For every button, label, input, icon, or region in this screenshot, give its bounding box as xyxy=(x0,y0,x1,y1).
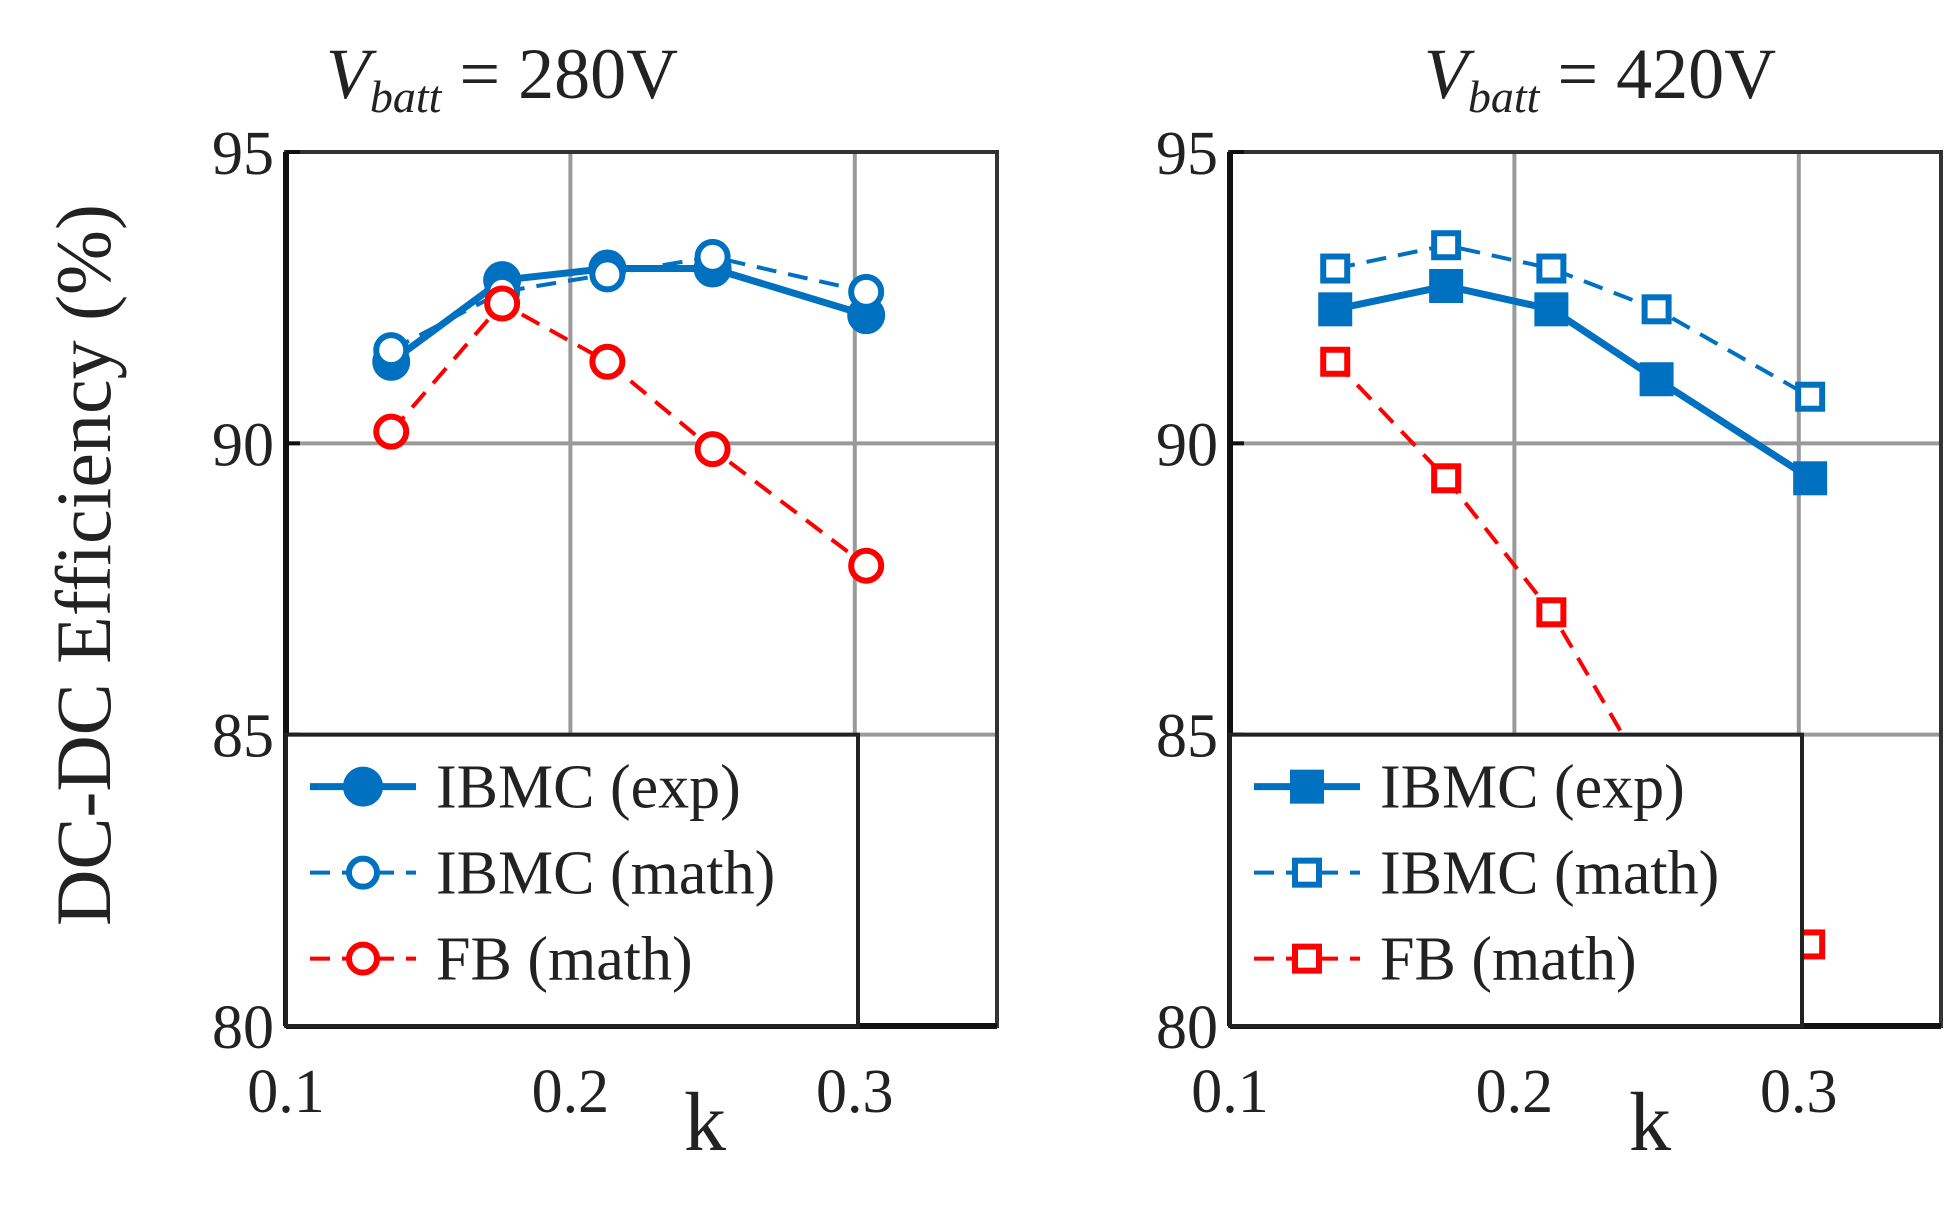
data-point xyxy=(1641,294,1672,325)
y-tick-label: 80 xyxy=(1156,994,1218,1062)
legend-marker xyxy=(1290,769,1324,804)
series-line-1 xyxy=(1334,282,1813,482)
y-tick-label: 80 xyxy=(212,994,274,1062)
x-tick-label: 0.3 xyxy=(1760,1058,1838,1126)
data-point xyxy=(1320,346,1351,377)
legend-label: FB (math) xyxy=(1380,926,1637,994)
data-point xyxy=(848,547,885,584)
y-axis-label: DC-DC Efficiency (%) xyxy=(40,204,127,926)
legend-label: FB (math) xyxy=(436,926,693,994)
y-tick-label: 95 xyxy=(1156,120,1218,188)
data-point xyxy=(1429,269,1464,304)
data-point xyxy=(373,413,410,450)
data-point xyxy=(1639,362,1674,397)
legend-280v: IBMC (exp) IBMC (math) FB (math) xyxy=(284,732,860,1029)
legend-marker xyxy=(346,941,380,976)
legend-marker xyxy=(343,766,383,807)
x-tick-label: 0.2 xyxy=(1476,1058,1554,1126)
y-tick-label: 90 xyxy=(1156,411,1218,479)
data-point xyxy=(1431,463,1462,494)
data-point xyxy=(1534,292,1569,327)
series-line-2 xyxy=(1334,243,1812,399)
legend-label: IBMC (math) xyxy=(436,840,775,908)
y-tick-label: 95 xyxy=(212,120,274,188)
legend-marker xyxy=(346,855,380,890)
x-axis-label-280v: k xyxy=(684,1076,726,1169)
chart-title-420v: Vbatt = 420V xyxy=(1424,34,1776,122)
x-tick-label: 0.1 xyxy=(1191,1058,1269,1126)
data-point xyxy=(1795,381,1826,412)
legend-label: IBMC (exp) xyxy=(436,754,741,822)
x-tick-label: 0.3 xyxy=(816,1058,894,1126)
y-tick-label: 85 xyxy=(1156,703,1218,771)
data-point xyxy=(484,285,521,322)
series-layer-280v xyxy=(372,238,886,584)
title-rest: = 420V xyxy=(1539,34,1776,114)
y-tick-label: 90 xyxy=(212,411,274,479)
title-symbol: V xyxy=(1424,34,1475,114)
chart-panel-420v: Vbatt = 420V 80 85 90 95 0.1 0.2 0.3 IBMC (exp… xyxy=(1156,34,1943,1169)
title-symbol: V xyxy=(326,34,377,114)
data-point xyxy=(848,273,885,310)
data-point xyxy=(1793,461,1828,496)
title-rest: = 280V xyxy=(441,34,678,114)
data-point xyxy=(1320,253,1351,284)
chart-title-280v: Vbatt = 280V xyxy=(326,34,678,122)
legend-label: IBMC (exp) xyxy=(1380,754,1685,822)
legend-marker xyxy=(1292,857,1322,888)
data-point xyxy=(694,238,731,275)
data-point xyxy=(1431,230,1462,261)
data-point xyxy=(694,431,731,468)
data-point xyxy=(1318,292,1353,327)
chart-panel-280v: Vbatt = 280V 80 85 90 95 0.1 0.2 0.3 IBMC (exp… xyxy=(212,34,999,1169)
legend-label: IBMC (math) xyxy=(1380,840,1719,908)
title-subscript: batt xyxy=(370,71,443,122)
data-point xyxy=(373,332,410,369)
title-subscript: batt xyxy=(1468,71,1541,122)
data-point xyxy=(1536,253,1567,284)
legend-marker xyxy=(1292,943,1322,974)
y-tick-label: 85 xyxy=(212,703,274,771)
x-tick-label: 0.2 xyxy=(532,1058,610,1126)
data-point xyxy=(1536,597,1567,628)
legend-420v: IBMC (exp) IBMC (math) FB (math) xyxy=(1228,732,1804,1029)
x-axis-label-420v: k xyxy=(1629,1076,1671,1169)
x-tick-label: 0.1 xyxy=(247,1058,325,1126)
data-point xyxy=(589,256,626,293)
data-point xyxy=(589,343,626,380)
series-line-3 xyxy=(389,300,868,568)
